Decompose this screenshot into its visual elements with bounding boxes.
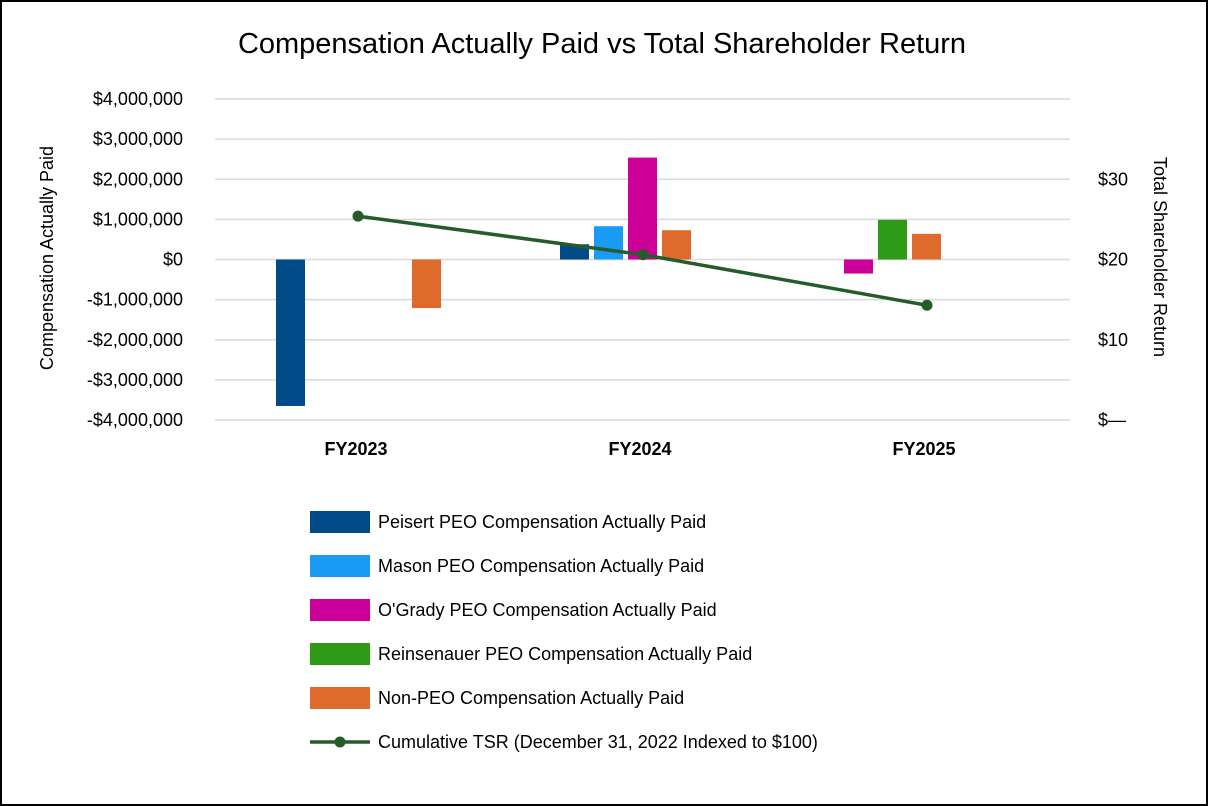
y2-axis-ticks: $30 $20 $10 $— [1098,169,1128,430]
bar-fy2023-series-0 [276,259,305,406]
y2-tick-label: $30 [1098,169,1128,189]
y2-tick-label: $10 [1098,330,1128,350]
chart-title: Compensation Actually Paid vs Total Shar… [238,28,966,60]
legend-label: Non-PEO Compensation Actually Paid [378,688,684,708]
bar-fy2023-series-4 [412,259,441,309]
legend-swatch [310,555,370,577]
legend-label: Reinsenauer PEO Compensation Actually Pa… [378,644,752,664]
gridlines [215,98,1070,421]
x-category-label: FY2023 [324,439,387,459]
bars [276,157,941,406]
bar-fy2024-series-2 [628,157,657,260]
y-tick-label: $0 [163,250,183,270]
legend-label: Mason PEO Compensation Actually Paid [378,556,704,576]
legend-swatch [310,599,370,621]
x-category-label: FY2024 [608,439,671,459]
y-axis-label: Compensation Actually Paid [37,146,57,370]
y2-tick-label: $20 [1098,250,1128,270]
bar-fy2025-series-4 [912,233,941,260]
tsr-point-fy2024 [637,249,649,261]
legend-label: Peisert PEO Compensation Actually Paid [378,512,706,532]
y2-tick-label: $— [1098,410,1126,430]
tsr-point-fy2023 [352,210,364,222]
y-tick-label: -$3,000,000 [87,370,183,390]
legend: Peisert PEO Compensation Actually Paid Ma… [310,511,818,752]
x-category-label: FY2025 [892,439,955,459]
y-tick-label: $1,000,000 [93,209,183,229]
y2-axis-label: Total Shareholder Return [1150,157,1170,357]
tsr-point-fy2025 [921,299,933,311]
y-tick-label: -$4,000,000 [87,410,183,430]
x-axis-categories: FY2023 FY2024 FY2025 [324,439,955,459]
y-tick-label: $4,000,000 [93,89,183,109]
legend-label: O'Grady PEO Compensation Actually Paid [378,600,717,620]
bar-fy2025-series-3 [878,219,907,260]
legend-label: Cumulative TSR (December 31, 2022 Indexe… [378,732,818,752]
y-tick-label: $2,000,000 [93,169,183,189]
y-tick-label: $3,000,000 [93,129,183,149]
legend-line-marker [334,736,346,748]
y-axis-ticks: $4,000,000 $3,000,000 $2,000,000 $1,000,000… [87,89,183,430]
legend-swatch [310,687,370,709]
bar-fy2025-series-2 [844,259,873,274]
legend-swatch [310,511,370,533]
bar-fy2024-series-4 [662,230,691,260]
legend-swatch [310,643,370,665]
y-tick-label: -$2,000,000 [87,330,183,350]
bar-fy2024-series-1 [594,226,623,260]
y-tick-label: -$1,000,000 [87,290,183,310]
tsr-line [352,210,933,311]
